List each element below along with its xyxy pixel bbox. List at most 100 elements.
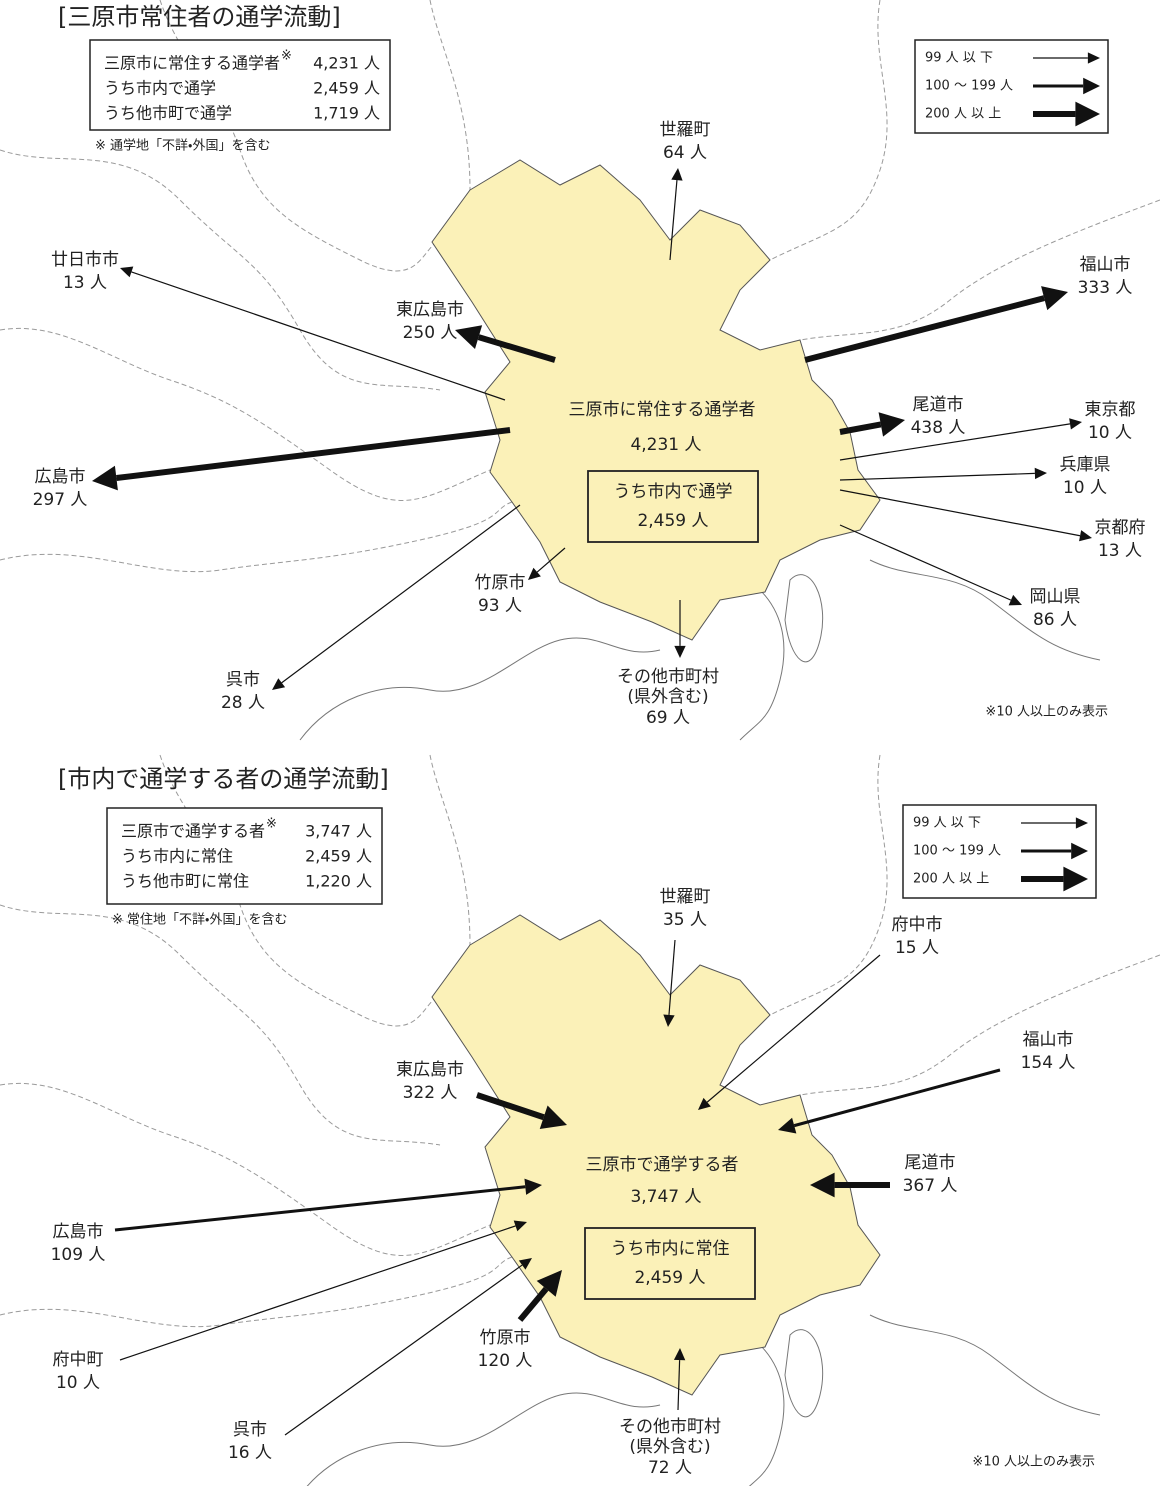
arrow-head (1079, 530, 1092, 542)
arrow-head (1075, 817, 1088, 829)
flow-name: 広島市 (35, 467, 86, 487)
arrow-head (455, 325, 483, 349)
footnote: ※10 人以上のみ表示 (972, 1455, 1095, 1470)
arrow-head (698, 1097, 711, 1110)
flow-arrow (284, 1264, 523, 1436)
flow-arrow (677, 1360, 681, 1411)
flow-value: 109 人 (51, 1245, 106, 1265)
flow-arrow (669, 180, 678, 261)
flow-name: 府中市 (892, 915, 943, 935)
legend-label: 99 人 以 下 (925, 51, 993, 66)
flow-value: 250 人 (403, 323, 458, 343)
arrow-head (1071, 842, 1088, 860)
legend-label: 200 人 以 上 (913, 872, 989, 887)
note-mark: ※ (281, 49, 292, 64)
inner-label: うち市内に常住 (611, 1239, 730, 1259)
flow-name: 竹原市 (480, 1328, 531, 1348)
summary-value: 4,231 人 (313, 54, 380, 73)
inner-label: うち市内で通学 (614, 482, 733, 502)
summary-label: 三原市に常住する通学者 (104, 54, 280, 73)
arrow-head (272, 678, 286, 690)
inner-box (584, 1227, 756, 1300)
flow-name: その他市町村 (617, 667, 719, 687)
flow-arrow (131, 271, 506, 401)
summary-label: うち市内で通学 (104, 79, 216, 98)
arrow-head (1087, 52, 1100, 64)
flow-name: 東京都 (1085, 400, 1136, 420)
flow-value: 69 人 (646, 708, 690, 728)
center-label: 三原市で通学する者 (586, 1155, 739, 1175)
summary-value: 2,459 人 (313, 79, 380, 98)
arrow-head (663, 1014, 675, 1027)
flow-arrow (281, 504, 521, 684)
flow-name: その他市町村 (619, 1417, 721, 1437)
legend-label: 200 人 以 上 (925, 107, 1001, 122)
flow-name: 東広島市 (396, 1060, 464, 1080)
flow-value: 15 人 (895, 938, 939, 958)
flow-value: 64 人 (663, 143, 707, 163)
flow-arrow (517, 1286, 549, 1322)
summary-value: 1,719 人 (313, 104, 380, 123)
flow-arrow (116, 427, 511, 481)
flow-name: 岡山県 (1030, 587, 1081, 607)
flow-arrow (839, 489, 1081, 537)
map-title: [三原市常住者の通学流動] (58, 3, 341, 31)
flow-name: 呉市 (226, 670, 260, 690)
center-value: 4,231 人 (630, 435, 701, 455)
summary-value: 2,459 人 (305, 847, 372, 866)
arrow-head (536, 1270, 562, 1297)
flow-name: 東広島市 (396, 300, 464, 320)
inner-value: 2,459 人 (634, 1268, 705, 1288)
summary-note: ※ 通学地「不詳・外国」を含む (95, 138, 270, 154)
flow-value: 154 人 (1021, 1053, 1076, 1073)
flow-arrow (839, 472, 1035, 481)
note-mark: ※ (266, 817, 277, 832)
flow-value: 120 人 (478, 1351, 533, 1371)
map-title: [市内で通学する者の通学流動] (58, 765, 389, 793)
arrow-head (674, 645, 686, 658)
arrow-head (1083, 77, 1100, 95)
legend-label: 99 人 以 下 (913, 816, 981, 831)
flow-sub: (県外含む) (629, 1437, 710, 1457)
flow-name: 京都府 (1095, 518, 1146, 538)
footnote: ※10 人以上のみ表示 (985, 705, 1108, 720)
arrow-head (1075, 101, 1100, 127)
arrow-head (878, 412, 905, 437)
summary-note: ※ 常住地「不詳・外国」を含む (112, 912, 287, 928)
flow-name: 世羅町 (660, 120, 711, 140)
flow-name: 竹原市 (475, 573, 526, 593)
flow-value: 86 人 (1033, 610, 1077, 630)
flow-name: 尾道市 (905, 1153, 956, 1173)
flow-arrow (119, 1225, 516, 1361)
summary-value: 3,747 人 (305, 822, 372, 841)
flow-arrow (536, 547, 566, 573)
summary-value: 1,220 人 (305, 872, 372, 891)
arrow-head (528, 567, 541, 580)
arrow-head (810, 1172, 835, 1198)
flow-value: 297 人 (33, 490, 88, 510)
center-value: 3,747 人 (630, 1187, 701, 1207)
flow-arrow (477, 334, 556, 363)
flow-value: 10 人 (56, 1373, 100, 1393)
arrow-head (92, 465, 118, 491)
arrow-head (1034, 467, 1047, 480)
flow-value: 16 人 (228, 1443, 272, 1463)
arrow-head (778, 1117, 797, 1134)
arrow-head (539, 1105, 567, 1129)
flow-arrow (114, 1185, 526, 1232)
flow-arrow (793, 1068, 1001, 1128)
flow-sub: (県外含む) (627, 687, 708, 707)
flow-name: 府中町 (53, 1350, 104, 1370)
flow-arrow (804, 295, 1045, 363)
flow-name: 呉市 (233, 1420, 267, 1440)
flow-arrow (668, 939, 676, 1015)
flow-arrow (706, 954, 881, 1103)
arrow-head (524, 1178, 542, 1195)
arrow-head (673, 1348, 686, 1361)
arrow-head (1069, 418, 1082, 430)
flow-value: 72 人 (648, 1458, 692, 1478)
flow-value: 367 人 (903, 1176, 958, 1196)
flow-name: 福山市 (1023, 1030, 1074, 1050)
